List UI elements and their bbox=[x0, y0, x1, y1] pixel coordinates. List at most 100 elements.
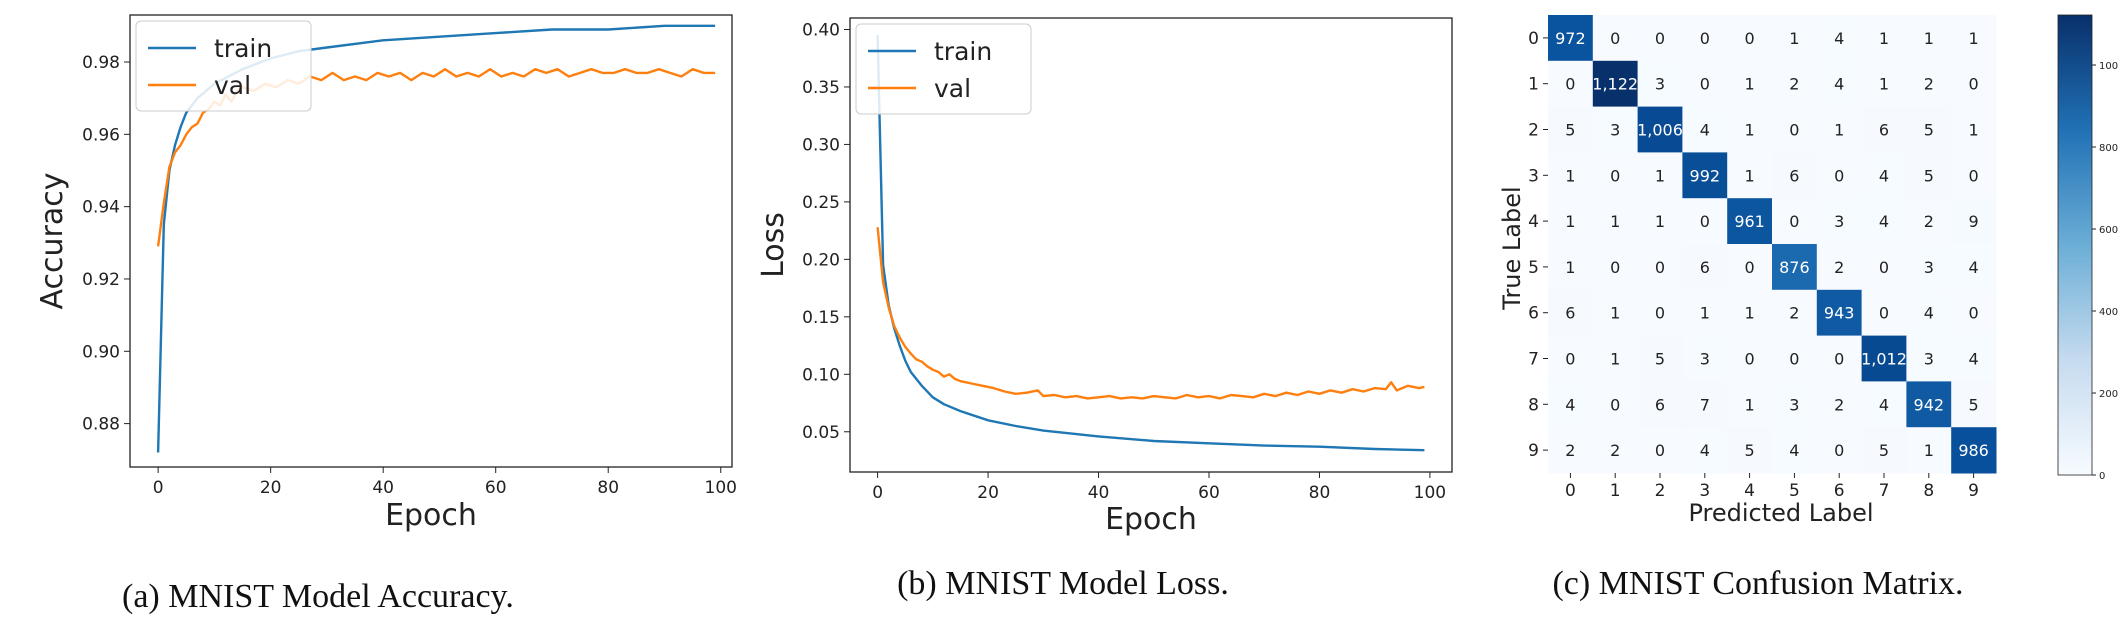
matrix-cell bbox=[1682, 198, 1728, 245]
matrix-cell-value: 3 bbox=[1789, 395, 1799, 414]
matrix-cell bbox=[1548, 60, 1594, 108]
matrix-cell bbox=[1861, 335, 1907, 382]
matrix-cell-value: 1 bbox=[1745, 304, 1755, 323]
matrix-cell bbox=[1592, 381, 1639, 428]
legend-label-train: train bbox=[934, 37, 992, 66]
series-line-val bbox=[876, 227, 1425, 400]
confusion-ylabel: True Label bbox=[1498, 186, 1526, 310]
matrix-cell bbox=[1861, 152, 1907, 199]
x-tick-label: 80 bbox=[597, 478, 619, 498]
matrix-cell-value: 1 bbox=[1879, 29, 1889, 48]
matrix-cell-value: 2 bbox=[1834, 258, 1844, 277]
matrix-cell bbox=[1772, 244, 1818, 291]
matrix-cell-value: 4 bbox=[1924, 304, 1934, 323]
matrix-cell bbox=[1592, 152, 1639, 199]
matrix-cell bbox=[1861, 198, 1907, 245]
loss-series bbox=[876, 35, 1425, 452]
matrix-cell-value: 0 bbox=[1655, 258, 1665, 277]
colorbar-tick-label: 0 bbox=[2099, 471, 2105, 482]
x-tick-label: 8 bbox=[1923, 481, 1934, 501]
matrix-cell-value: 1 bbox=[1745, 75, 1755, 94]
matrix-cell bbox=[1772, 289, 1818, 337]
matrix-cell-value: 942 bbox=[1914, 395, 1945, 414]
matrix-cell bbox=[1906, 427, 1952, 474]
matrix-cell bbox=[1861, 289, 1907, 337]
matrix-cell bbox=[1682, 15, 1728, 62]
matrix-cell bbox=[1772, 198, 1818, 245]
matrix-cell-value: 0 bbox=[1610, 29, 1620, 48]
matrix-cell-value: 1 bbox=[1565, 166, 1575, 185]
matrix-cell-value: 2 bbox=[1789, 304, 1799, 323]
y-tick-label: 0.88 bbox=[82, 415, 120, 435]
matrix-cell-value: 1 bbox=[1745, 166, 1755, 185]
accuracy-legend: train val bbox=[135, 20, 312, 112]
matrix-cell bbox=[1906, 15, 1952, 62]
matrix-cell-value: 992 bbox=[1690, 166, 1721, 185]
y-tick-label: 0.92 bbox=[82, 270, 120, 290]
matrix-cell bbox=[1861, 60, 1907, 108]
matrix-cell bbox=[1816, 152, 1863, 199]
x-tick-label: 40 bbox=[1088, 483, 1110, 503]
matrix-cell bbox=[1861, 244, 1907, 291]
matrix-cell bbox=[1816, 198, 1863, 245]
y-tick-label: 0.10 bbox=[802, 365, 840, 385]
matrix-cell bbox=[1772, 381, 1818, 428]
confusion-ticks: 0 1 2 3 4 5 6 7 8 9 0 1 2 3 4 5 6 7 8 9 bbox=[1528, 29, 1979, 501]
matrix-cell bbox=[1548, 106, 1594, 153]
matrix-cell-value: 7 bbox=[1700, 395, 1710, 414]
matrix-cell bbox=[1816, 106, 1863, 153]
matrix-cell-value: 0 bbox=[1969, 75, 1979, 94]
x-tick-label: 7 bbox=[1879, 481, 1890, 501]
matrix-cell bbox=[1772, 15, 1818, 62]
matrix-cell bbox=[1637, 289, 1683, 337]
matrix-cell-value: 5 bbox=[1969, 395, 1979, 414]
x-tick-label: 20 bbox=[260, 478, 282, 498]
y-tick-label: 1 bbox=[1528, 75, 1539, 95]
matrix-cell-value: 0 bbox=[1789, 121, 1799, 140]
confusion-cells: 972 0 0 0 0 1 4 1 1 10 1,122 3 0 1 2 4 1 2 05 3 1,006 4 1 0 1 6 5 1… bbox=[1548, 15, 1997, 474]
matrix-cell bbox=[1548, 15, 1594, 62]
matrix-cell-value: 0 bbox=[1565, 350, 1575, 369]
matrix-cell-value: 1 bbox=[1834, 121, 1844, 140]
matrix-cell-value: 1 bbox=[1969, 121, 1979, 140]
matrix-cell-value: 0 bbox=[1834, 350, 1844, 369]
matrix-cell bbox=[1772, 335, 1818, 382]
matrix-cell bbox=[1951, 60, 1997, 108]
matrix-cell-value: 0 bbox=[1700, 29, 1710, 48]
matrix-cell-value: 3 bbox=[1924, 258, 1934, 277]
matrix-cell-value: 0 bbox=[1655, 441, 1665, 460]
matrix-cell-value: 0 bbox=[1789, 212, 1799, 231]
confusion-matrix: 972 0 0 0 0 1 4 1 1 10 1,122 3 0 1 2 4 1 2 05 3 1,006 4 1 0 1 6 5 1… bbox=[1498, 14, 2118, 602]
matrix-cell bbox=[1906, 106, 1952, 153]
x-tick-label: 1 bbox=[1610, 481, 1621, 501]
y-tick-label: 7 bbox=[1528, 350, 1539, 370]
matrix-cell bbox=[1816, 244, 1863, 291]
matrix-cell bbox=[1951, 198, 1997, 245]
matrix-cell bbox=[1906, 289, 1952, 337]
matrix-cell bbox=[1637, 60, 1683, 108]
matrix-cell bbox=[1592, 15, 1639, 62]
x-tick-label: 3 bbox=[1699, 481, 1710, 501]
matrix-cell-value: 1 bbox=[1565, 258, 1575, 277]
matrix-cell bbox=[1637, 152, 1683, 199]
matrix-cell bbox=[1682, 289, 1728, 337]
matrix-cell bbox=[1772, 152, 1818, 199]
matrix-cell bbox=[1772, 60, 1818, 108]
matrix-cell bbox=[1682, 427, 1728, 474]
matrix-cell-value: 0 bbox=[1834, 166, 1844, 185]
accuracy-chart: 0 20 40 60 80 100 0.88 0.90 0.92 0.94 0.96 0.98 tra… bbox=[35, 14, 737, 615]
y-tick-label: 5 bbox=[1528, 258, 1539, 278]
x-tick-label: 4 bbox=[1744, 481, 1755, 501]
accuracy-xlabel: Epoch bbox=[385, 498, 477, 533]
matrix-cell-value: 0 bbox=[1879, 304, 1889, 323]
y-tick-label: 0.25 bbox=[802, 193, 840, 213]
matrix-cell bbox=[1816, 427, 1863, 474]
matrix-cell bbox=[1637, 15, 1683, 62]
matrix-cell bbox=[1816, 381, 1863, 428]
matrix-cell bbox=[1951, 427, 1997, 474]
matrix-cell bbox=[1816, 289, 1863, 337]
matrix-cell bbox=[1592, 289, 1639, 337]
matrix-cell-value: 1 bbox=[1924, 441, 1934, 460]
matrix-cell bbox=[1727, 381, 1773, 428]
